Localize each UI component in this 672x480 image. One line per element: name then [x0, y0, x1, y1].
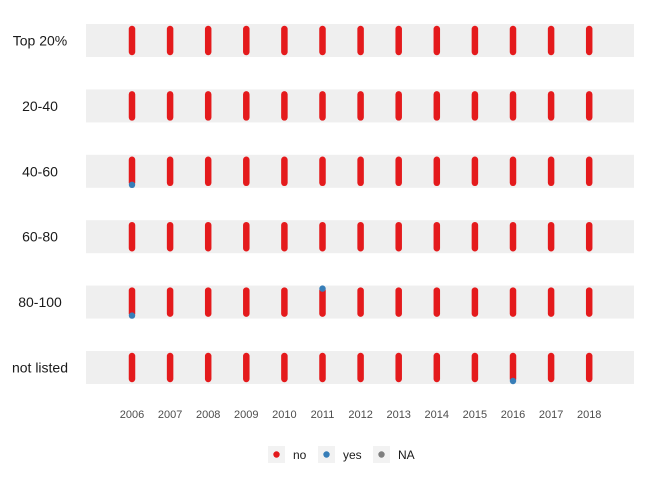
legend-label-no: no: [293, 448, 307, 462]
row-label-top-20: Top 20%: [13, 33, 67, 49]
legend-swatch-yes: [323, 451, 330, 458]
x-tick-label-2011: 2011: [311, 409, 335, 421]
legend-swatch-no: [273, 451, 280, 458]
row-label-60-80: 60-80: [22, 229, 58, 245]
chart-marks: [128, 25, 593, 385]
row-label-40-60: 40-60: [22, 163, 58, 179]
legend: no yes NA: [268, 446, 415, 463]
x-tick-label-2009: 2009: [234, 409, 258, 421]
row-labels: Top 20% 20-40 40-60 60-80 80-100 not listed: [12, 33, 68, 376]
x-tick-label-2016: 2016: [501, 409, 525, 421]
x-tick-label-2008: 2008: [196, 409, 220, 421]
legend-item-na: NA: [373, 446, 415, 463]
legend-label-yes: yes: [343, 448, 362, 462]
x-tick-label-2013: 2013: [386, 409, 410, 421]
x-tick-label-2014: 2014: [425, 409, 449, 421]
legend-swatch-na: [378, 451, 385, 458]
x-tick-label-2006: 2006: [120, 409, 144, 421]
mark-yes-40-60-2006: [128, 181, 136, 188]
x-tick-label-2017: 2017: [539, 409, 563, 421]
x-axis-tick-labels: 2006 2007 2008 2009 2010 2011 2012 2013 2014 2015…: [120, 409, 602, 421]
mark-yes-not-listed-2016: [509, 377, 517, 385]
row-bands: [86, 24, 634, 384]
mark-yes-80-100-2006: [128, 312, 136, 319]
x-tick-label-2007: 2007: [158, 409, 182, 421]
x-tick-label-2018: 2018: [577, 409, 601, 421]
mark-yes-80-100-2011: [319, 285, 326, 292]
row-label-80-100: 80-100: [18, 294, 62, 310]
legend-label-na: NA: [398, 448, 415, 462]
legend-item-no: no: [268, 446, 307, 463]
x-tick-label-2015: 2015: [463, 409, 487, 421]
legend-item-yes: yes: [318, 446, 362, 463]
row-label-20-40: 20-40: [22, 98, 58, 114]
x-tick-label-2012: 2012: [348, 409, 372, 421]
x-tick-label-2010: 2010: [272, 409, 296, 421]
row-label-not-listed: not listed: [12, 360, 68, 376]
